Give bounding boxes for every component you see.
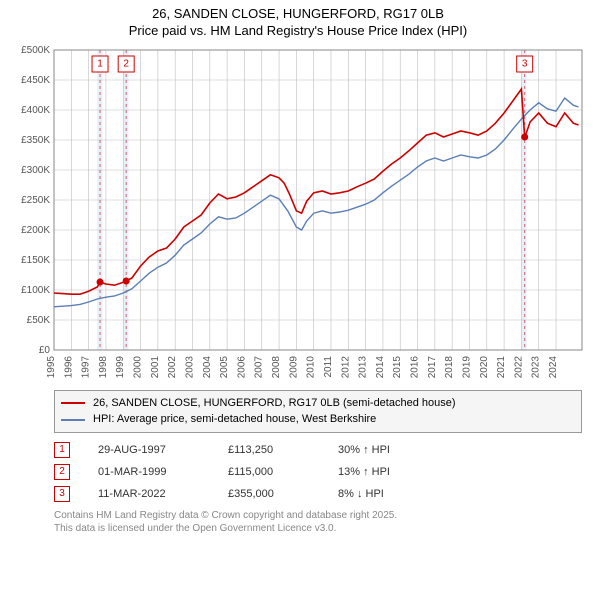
svg-text:2018: 2018: [444, 355, 455, 378]
event-price: £115,000: [228, 466, 338, 478]
event-row: 1 29-AUG-1997£113,25030% ↑ HPI: [54, 439, 582, 461]
attribution-footer: Contains HM Land Registry data © Crown c…: [54, 509, 582, 535]
svg-text:3: 3: [522, 58, 528, 69]
svg-text:2009: 2009: [288, 355, 299, 378]
legend-row: 26, SANDEN CLOSE, HUNGERFORD, RG17 0LB (…: [61, 395, 575, 412]
svg-text:2007: 2007: [254, 355, 265, 378]
sale-events-table: 1 29-AUG-1997£113,25030% ↑ HPI 2 01-MAR-199…: [54, 439, 582, 505]
svg-text:2016: 2016: [410, 355, 421, 378]
svg-text:2001: 2001: [150, 355, 161, 378]
svg-text:2017: 2017: [427, 355, 438, 378]
title-line-1: 26, SANDEN CLOSE, HUNGERFORD, RG17 0LB: [152, 6, 444, 21]
svg-text:2019: 2019: [461, 355, 472, 378]
event-row: 2 01-MAR-1999£115,00013% ↑ HPI: [54, 461, 582, 483]
svg-text:£100K: £100K: [21, 285, 50, 296]
svg-text:£300K: £300K: [21, 165, 50, 176]
svg-text:1997: 1997: [81, 355, 92, 378]
svg-text:2011: 2011: [323, 355, 334, 377]
title-line-2: Price paid vs. HM Land Registry's House …: [129, 23, 467, 38]
event-date: 29-AUG-1997: [98, 444, 228, 456]
event-delta: 8% ↓ HPI: [338, 488, 384, 500]
svg-text:2008: 2008: [271, 355, 282, 378]
event-delta: 13% ↑ HPI: [338, 466, 390, 478]
event-marker: 3: [54, 486, 70, 502]
svg-text:1: 1: [97, 58, 103, 69]
svg-text:2023: 2023: [531, 355, 542, 378]
chart-plot: £0 £50K £100K £150K £200K £250K £300K £350K £400…: [6, 44, 590, 384]
svg-text:2005: 2005: [219, 355, 230, 378]
svg-text:2015: 2015: [392, 355, 403, 378]
svg-text:1999: 1999: [115, 355, 126, 378]
svg-text:2024: 2024: [548, 355, 559, 378]
chart-container: 26, SANDEN CLOSE, HUNGERFORD, RG17 0LB P…: [0, 0, 600, 541]
svg-text:1995: 1995: [46, 355, 57, 378]
svg-text:£450K: £450K: [21, 75, 50, 86]
svg-text:£500K: £500K: [21, 45, 50, 56]
legend-label: HPI: Average price, semi-detached house,…: [93, 411, 376, 428]
line-chart-svg: £0 £50K £100K £150K £200K £250K £300K £350K £400…: [6, 44, 590, 384]
event-marker: 2: [54, 464, 70, 480]
svg-text:2002: 2002: [167, 355, 178, 378]
svg-text:2004: 2004: [202, 355, 213, 378]
svg-text:2021: 2021: [496, 355, 507, 378]
svg-text:1998: 1998: [98, 355, 109, 378]
svg-text:1996: 1996: [63, 355, 74, 378]
svg-text:£0: £0: [39, 345, 51, 356]
legend-row: HPI: Average price, semi-detached house,…: [61, 411, 575, 428]
event-price: £355,000: [228, 488, 338, 500]
event-marker: 1: [54, 442, 70, 458]
legend-swatch: [61, 402, 85, 404]
svg-text:2010: 2010: [306, 355, 317, 378]
event-row: 3 11-MAR-2022£355,0008% ↓ HPI: [54, 483, 582, 505]
svg-text:£250K: £250K: [21, 195, 50, 206]
svg-text:£150K: £150K: [21, 255, 50, 266]
event-delta: 30% ↑ HPI: [338, 444, 390, 456]
footer-line-2: This data is licensed under the Open Gov…: [54, 523, 336, 534]
svg-text:£200K: £200K: [21, 225, 50, 236]
svg-text:£350K: £350K: [21, 135, 50, 146]
svg-text:2020: 2020: [479, 355, 490, 378]
svg-text:2022: 2022: [513, 355, 524, 378]
svg-text:2006: 2006: [236, 355, 247, 378]
svg-text:2013: 2013: [358, 355, 369, 378]
svg-text:2014: 2014: [375, 355, 386, 378]
footer-line-1: Contains HM Land Registry data © Crown c…: [54, 510, 397, 521]
svg-text:2012: 2012: [340, 355, 351, 378]
event-price: £113,250: [228, 444, 338, 456]
legend-swatch: [61, 419, 85, 421]
event-date: 11-MAR-2022: [98, 488, 228, 500]
svg-text:£50K: £50K: [27, 315, 51, 326]
event-date: 01-MAR-1999: [98, 466, 228, 478]
svg-text:£400K: £400K: [21, 105, 50, 116]
svg-text:2003: 2003: [184, 355, 195, 378]
legend-label: 26, SANDEN CLOSE, HUNGERFORD, RG17 0LB (…: [93, 395, 456, 412]
svg-text:2: 2: [123, 58, 129, 69]
legend: 26, SANDEN CLOSE, HUNGERFORD, RG17 0LB (…: [54, 390, 582, 433]
svg-text:2000: 2000: [133, 355, 144, 378]
chart-title: 26, SANDEN CLOSE, HUNGERFORD, RG17 0LB P…: [6, 6, 590, 40]
